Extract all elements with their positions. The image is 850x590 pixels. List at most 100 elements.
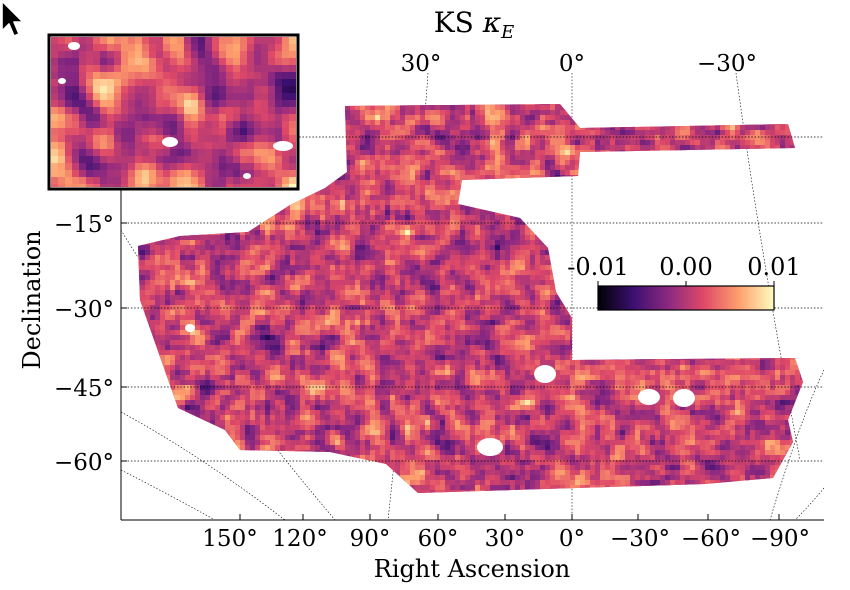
map-pixel [205,195,211,201]
map-pixel [565,185,571,191]
map-pixel [290,270,296,276]
map-pixel [430,120,436,126]
map-pixel [405,200,411,206]
map-pixel [685,215,691,221]
map-pixel [590,175,596,181]
map-pixel [525,245,531,251]
map-pixel [590,150,596,156]
map-pixel [205,190,211,196]
map-pixel [660,190,666,196]
map-pixel [605,175,611,181]
map-pixel [765,115,771,121]
map-pixel [480,145,486,151]
map-pixel [790,130,796,136]
map-pixel [310,225,316,231]
map-pixel [490,130,496,136]
map-pixel [380,195,386,201]
map-pixel [620,110,626,116]
map-pixel [330,245,336,251]
map-pixel [680,105,686,111]
map-pixel [455,205,461,211]
map-pixel [170,240,176,246]
map-pixel [525,150,531,156]
map-pixel [225,240,231,246]
map-pixel [445,160,451,166]
map-pixel [555,255,561,261]
map-pixel [695,155,701,161]
map-pixel [630,120,636,126]
map-pixel [675,170,681,176]
map-pixel [400,225,406,231]
map-pixel [200,240,206,246]
map-pixel [230,230,236,236]
map-pixel [420,195,426,201]
map-pixel [645,180,651,186]
map-pixel [330,145,336,151]
map-pixel [765,240,771,246]
map-pixel [290,190,296,196]
map-pixel [765,120,771,126]
map-pixel [325,185,331,191]
map-pixel [755,225,761,231]
map-pixel [805,175,811,181]
map-pixel [405,190,411,196]
map-pixel [415,270,421,276]
map-pixel [485,155,491,161]
map-pixel [540,145,546,151]
map-pixel [345,260,351,266]
map-pixel [610,160,616,166]
map-pixel [590,110,596,116]
map-pixel [420,160,426,166]
map-pixel [440,175,446,181]
map-pixel [450,145,456,151]
map-pixel [800,225,806,231]
map-pixel [510,100,516,106]
map-pixel [460,165,466,171]
map-pixel [235,215,241,221]
map-pixel [785,105,791,111]
map-pixel [230,205,236,211]
map-pixel [320,125,326,131]
map-pixel [385,140,391,146]
map-pixel [205,270,211,276]
map-pixel [415,245,421,251]
map-pixel [500,205,506,211]
map-pixel [475,250,481,256]
map-pixel [635,250,641,256]
map-pixel [685,160,691,166]
map-pixel [615,190,621,196]
map-pixel [720,155,726,161]
map-pixel [770,195,776,201]
map-pixel [440,125,446,131]
map-pixel [510,180,516,186]
map-pixel [400,100,406,106]
map-pixel [725,180,731,186]
map-pixel [365,255,371,261]
map-pixel [555,240,561,246]
map-pixel [245,200,251,206]
map-pixel [495,165,501,171]
map-pixel [505,280,511,286]
map-pixel [560,120,566,126]
map-pixel [130,210,136,216]
map-pixel [270,270,276,276]
map-pixel [670,170,676,176]
map-pixel [645,240,651,246]
map-pixel [405,100,411,106]
map-pixel [435,250,441,256]
map-pixel [805,120,811,126]
map-pixel [635,125,641,131]
map-pixel [475,210,481,216]
map-pixel [280,270,286,276]
map-pixel [335,225,341,231]
map-pixel [625,205,631,211]
map-pixel [245,255,251,261]
map-pixel [430,100,436,106]
map-pixel [310,155,316,161]
map-pixel [425,240,431,246]
map-pixel [490,255,496,261]
map-pixel [530,250,536,256]
map-pixel [655,100,661,106]
map-pixel [735,155,741,161]
map-pixel [540,165,546,171]
